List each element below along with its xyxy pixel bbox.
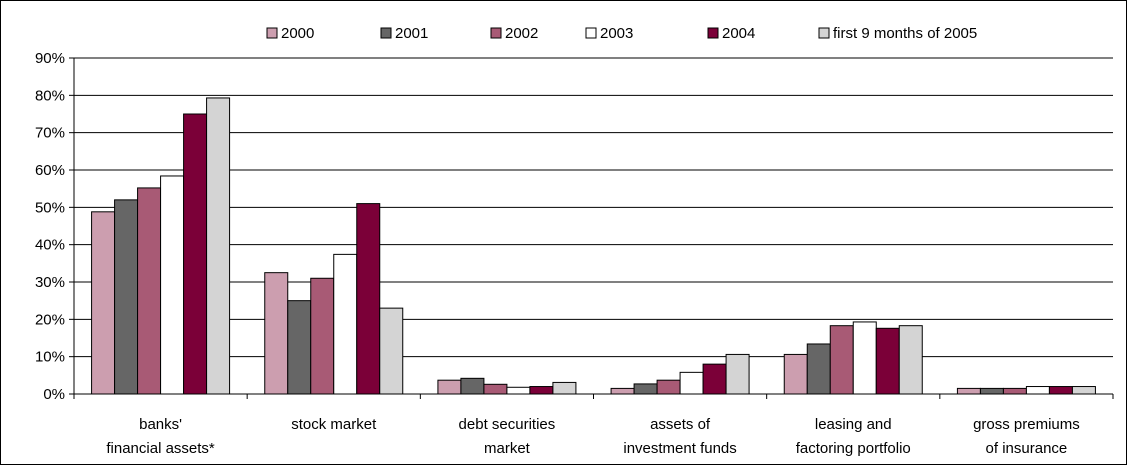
x-category-label: leasing and	[815, 416, 892, 433]
bar-2004-3	[702, 363, 727, 395]
y-tick-labels: 0% 10% 20% 30% 40% 50% 60% 70% 80% 90%	[35, 50, 65, 403]
legend-label: 2002	[505, 25, 538, 42]
legend-swatch	[707, 27, 719, 39]
bar-2000-1	[264, 272, 289, 395]
y-tick-label: 30%	[35, 274, 65, 291]
y-tick-label: 80%	[35, 87, 65, 104]
bar-first-9-months-of-2005-4	[898, 325, 923, 395]
legend-label: first 9 months of 2005	[833, 25, 977, 42]
bar-2002-4	[829, 325, 854, 395]
gridlines	[74, 57, 1113, 358]
bars	[91, 97, 1096, 395]
bar-2002-2	[483, 383, 508, 395]
bar-2000-5	[956, 387, 981, 395]
legend-swatch	[585, 27, 597, 39]
bar-2002-3	[656, 379, 681, 395]
y-tick-label: 70%	[35, 125, 65, 142]
bar-2001-5	[979, 387, 1004, 395]
legend-swatch	[818, 27, 830, 39]
legend: 2000 2001 2002 2003 2004 first 9 months of 20…	[266, 25, 977, 42]
bar-2004-5	[1048, 386, 1073, 395]
bar-2002-1	[310, 277, 335, 395]
y-tick-label: 90%	[35, 50, 65, 67]
x-category-label: investment funds	[623, 440, 736, 457]
bar-2003-5	[1025, 386, 1050, 395]
y-tick-label: 40%	[35, 237, 65, 254]
y-tick-label: 50%	[35, 199, 65, 216]
y-tick-label: 0%	[43, 386, 65, 403]
bar-first-9-months-of-2005-3	[725, 353, 750, 395]
bar-2004-2	[529, 386, 554, 395]
bar-2003-2	[506, 386, 531, 395]
bar-2000-4	[783, 353, 808, 395]
bar-2001-0	[114, 199, 139, 395]
bar-2004-4	[875, 327, 900, 395]
x-category-labels: banks' financial assets* stock market debt …	[106, 416, 1079, 457]
legend-swatch	[490, 27, 502, 39]
x-category-label: stock market	[291, 416, 377, 433]
bar-2001-2	[460, 377, 485, 395]
legend-label: 2001	[395, 25, 428, 42]
bar-2002-0	[137, 187, 162, 395]
y-tick-label: 10%	[35, 349, 65, 366]
legend-label: 2003	[600, 25, 633, 42]
bar-first-9-months-of-2005-1	[379, 307, 404, 395]
bar-2001-3	[633, 383, 658, 395]
bar-2003-4	[852, 321, 877, 395]
bar-2000-2	[437, 379, 462, 395]
bar-2003-1	[333, 253, 358, 395]
bar-2001-1	[287, 300, 312, 395]
x-category-label: assets of	[650, 416, 711, 433]
bar-2004-0	[183, 113, 208, 395]
bar-2004-1	[356, 203, 381, 395]
x-category-label: factoring portfolio	[796, 440, 911, 457]
x-category-label: of insurance	[986, 440, 1068, 457]
bar-first-9-months-of-2005-5	[1071, 386, 1096, 395]
legend-label: 2000	[281, 25, 314, 42]
axes	[69, 57, 1114, 399]
bar-2000-3	[610, 387, 635, 395]
x-category-label: debt securities	[459, 416, 556, 433]
y-tick-label: 20%	[35, 311, 65, 328]
bar-first-9-months-of-2005-0	[206, 97, 231, 395]
x-category-label: market	[484, 440, 531, 457]
legend-swatch	[380, 27, 392, 39]
x-category-label: gross premiums	[973, 416, 1080, 433]
bar-2003-0	[160, 175, 185, 395]
legend-swatch	[266, 27, 278, 39]
legend-label: 2004	[722, 25, 755, 42]
bar-first-9-months-of-2005-2	[552, 381, 577, 395]
y-tick-label: 60%	[35, 162, 65, 179]
x-category-label: financial assets*	[106, 440, 215, 457]
bar-2003-3	[679, 371, 704, 395]
bar-2000-0	[91, 211, 116, 395]
x-category-label: banks'	[139, 416, 182, 433]
bar-2001-4	[806, 343, 831, 395]
bar-2002-5	[1002, 387, 1027, 395]
